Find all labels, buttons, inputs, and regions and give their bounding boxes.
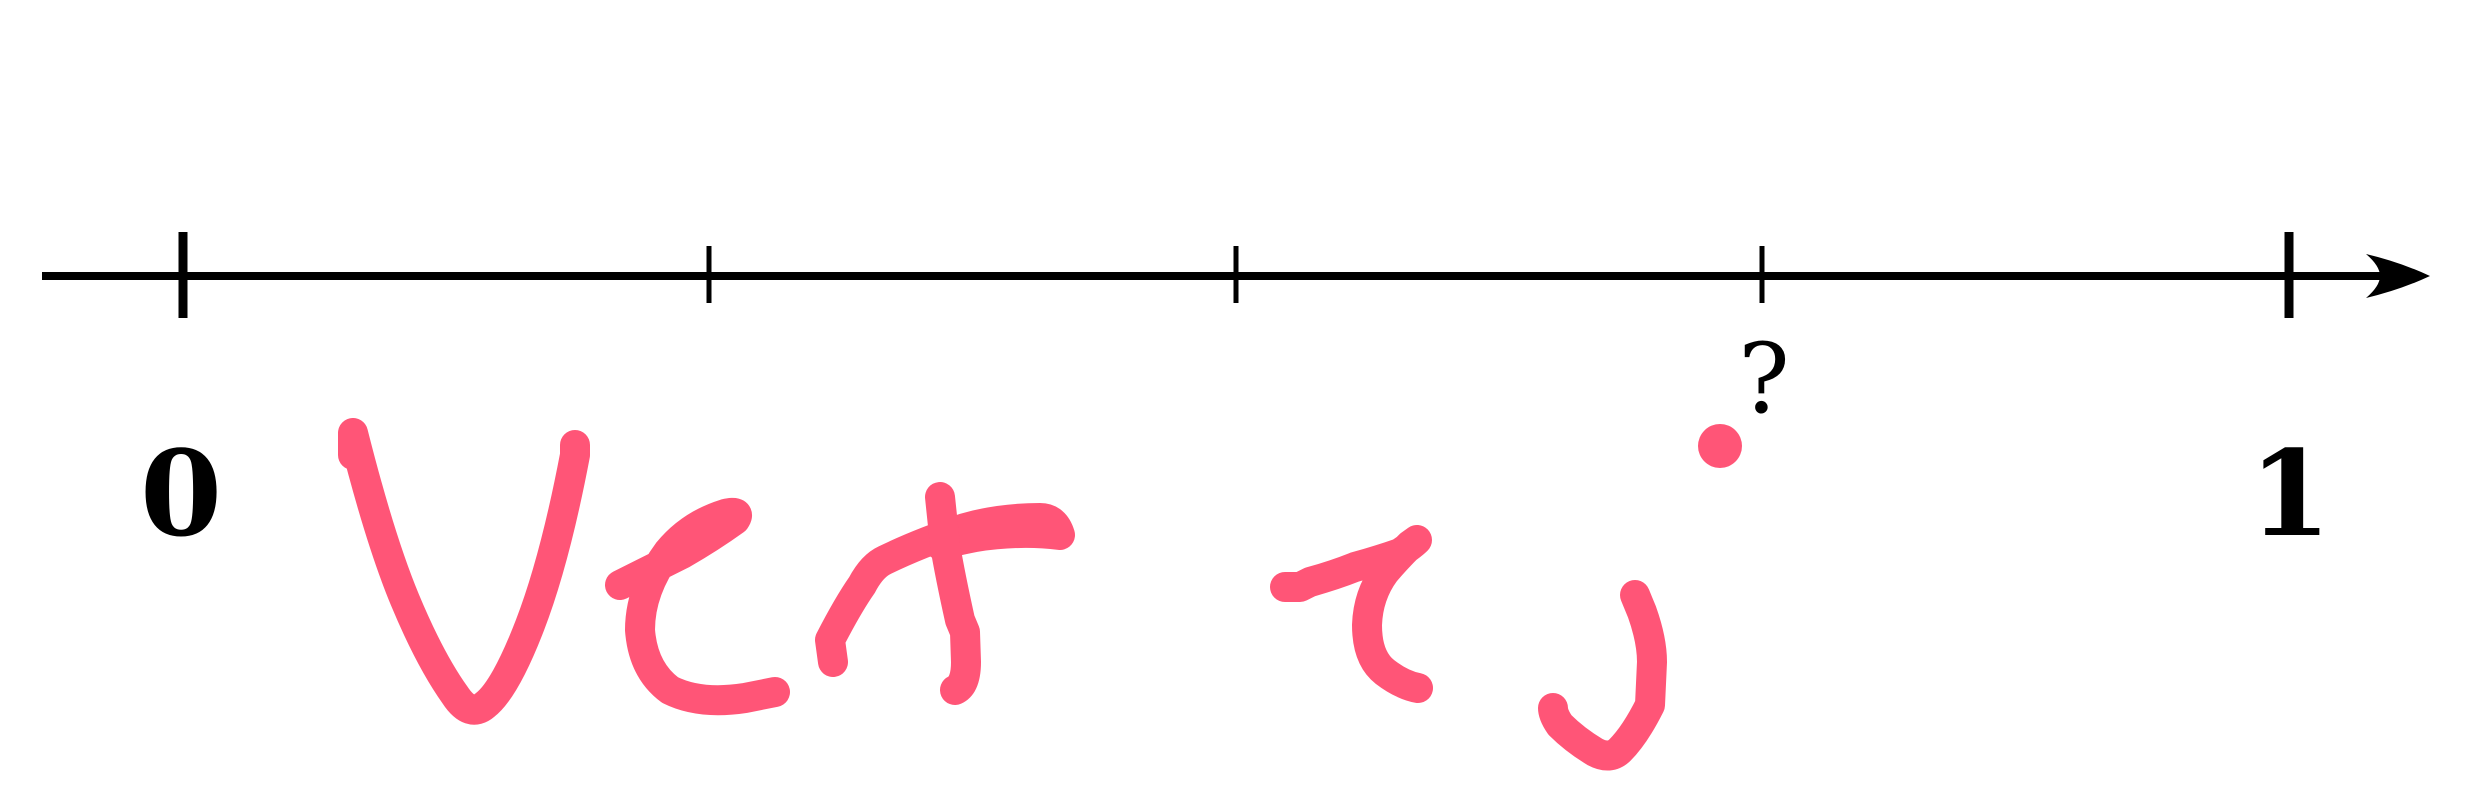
scribble-stroke-v [338, 418, 590, 725]
tick-label-unknown: ? [1738, 323, 1789, 435]
tick-labels: 0 ? 1 [140, 323, 2331, 563]
scribble-stroke-cross-b [925, 482, 981, 705]
scribble-stroke-c [605, 497, 790, 716]
scribble-dot [1698, 424, 1742, 468]
number-line-axis [42, 254, 2430, 298]
tick-label-one: 1 [2249, 424, 2331, 563]
tick-marks [178, 232, 2294, 318]
scribble-stroke-j [1538, 580, 1667, 771]
axis-arrowhead [2366, 254, 2430, 298]
scribble-stroke-cross-a [815, 503, 1075, 677]
tick-label-zero: 0 [140, 424, 222, 563]
scribble-stroke-t [1270, 525, 1433, 703]
handwritten-scribble [338, 418, 1742, 771]
